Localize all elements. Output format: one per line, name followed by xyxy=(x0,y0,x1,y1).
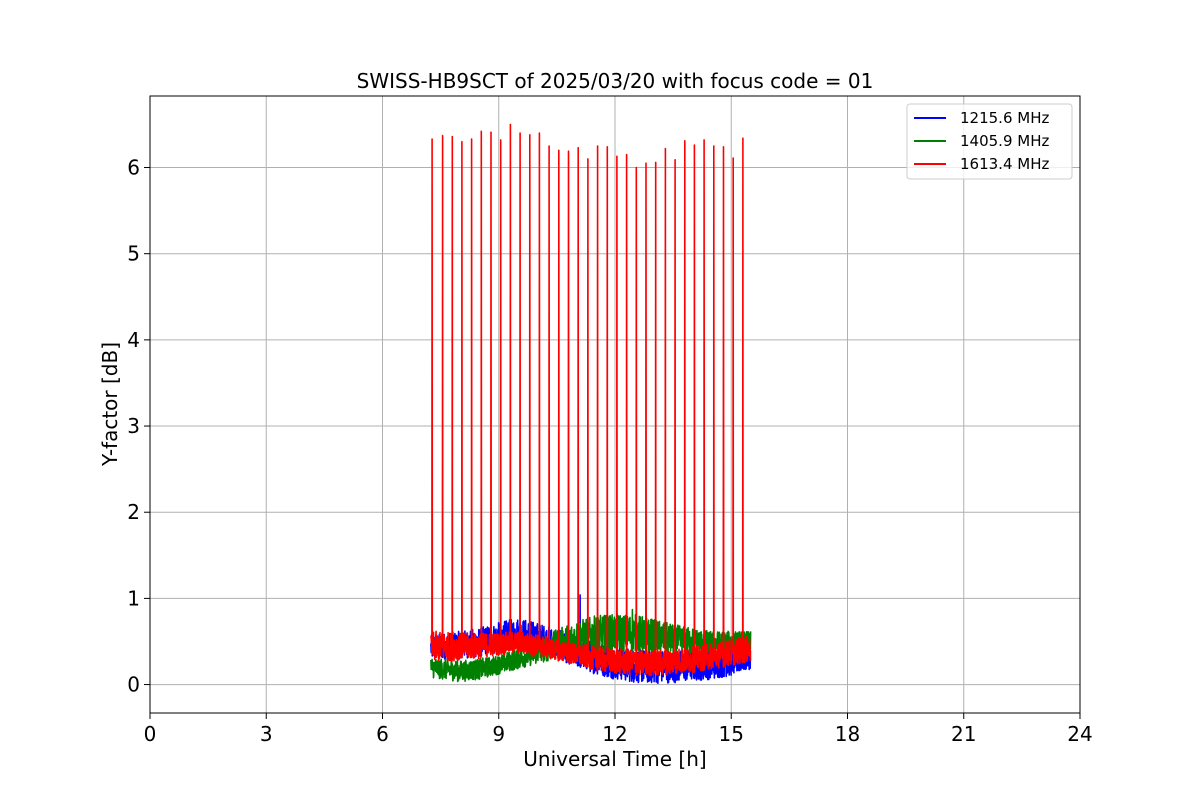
y-tick-label: 3 xyxy=(127,414,140,438)
legend-label-1: 1215.6 MHz xyxy=(960,109,1049,127)
y-tick-label: 1 xyxy=(127,586,140,610)
x-axis: 0 3 6 9 12 15 18 21 24 xyxy=(144,713,1093,746)
x-tick-label: 21 xyxy=(951,722,976,746)
legend-box xyxy=(906,103,1073,180)
legend: 1215.6 MHz 1405.9 MHz 1613.4 MHz xyxy=(906,103,1073,180)
x-tick-label: 9 xyxy=(492,722,505,746)
x-tick-label: 18 xyxy=(835,722,860,746)
legend-label-2: 1405.9 MHz xyxy=(960,132,1049,150)
series-3-line xyxy=(430,123,752,677)
y-axis-label: Y-factor [dB] xyxy=(98,342,122,467)
y-tick-label: 0 xyxy=(127,673,140,697)
y-tick-label: 4 xyxy=(127,328,140,352)
x-tick-label: 0 xyxy=(144,722,157,746)
y-tick-label: 5 xyxy=(127,242,140,266)
legend-label-3: 1613.4 MHz xyxy=(960,155,1049,173)
plot-area xyxy=(149,95,1081,714)
x-tick-label: 15 xyxy=(719,722,744,746)
x-tick-label: 24 xyxy=(1067,722,1092,746)
x-axis-label: Universal Time [h] xyxy=(523,747,706,771)
y-tick-label: 6 xyxy=(127,156,140,180)
x-tick-label: 3 xyxy=(260,722,273,746)
y-axis: 0 1 2 3 4 5 6 xyxy=(127,156,150,697)
series-2-line xyxy=(430,608,752,683)
x-tick-label: 12 xyxy=(602,722,627,746)
data-series xyxy=(430,123,752,685)
chart-title: SWISS-HB9SCT of 2025/03/20 with focus co… xyxy=(357,69,874,93)
series-3 xyxy=(430,123,752,677)
series-2 xyxy=(430,608,752,683)
x-tick-label: 6 xyxy=(376,722,389,746)
y-tick-label: 2 xyxy=(127,500,140,524)
